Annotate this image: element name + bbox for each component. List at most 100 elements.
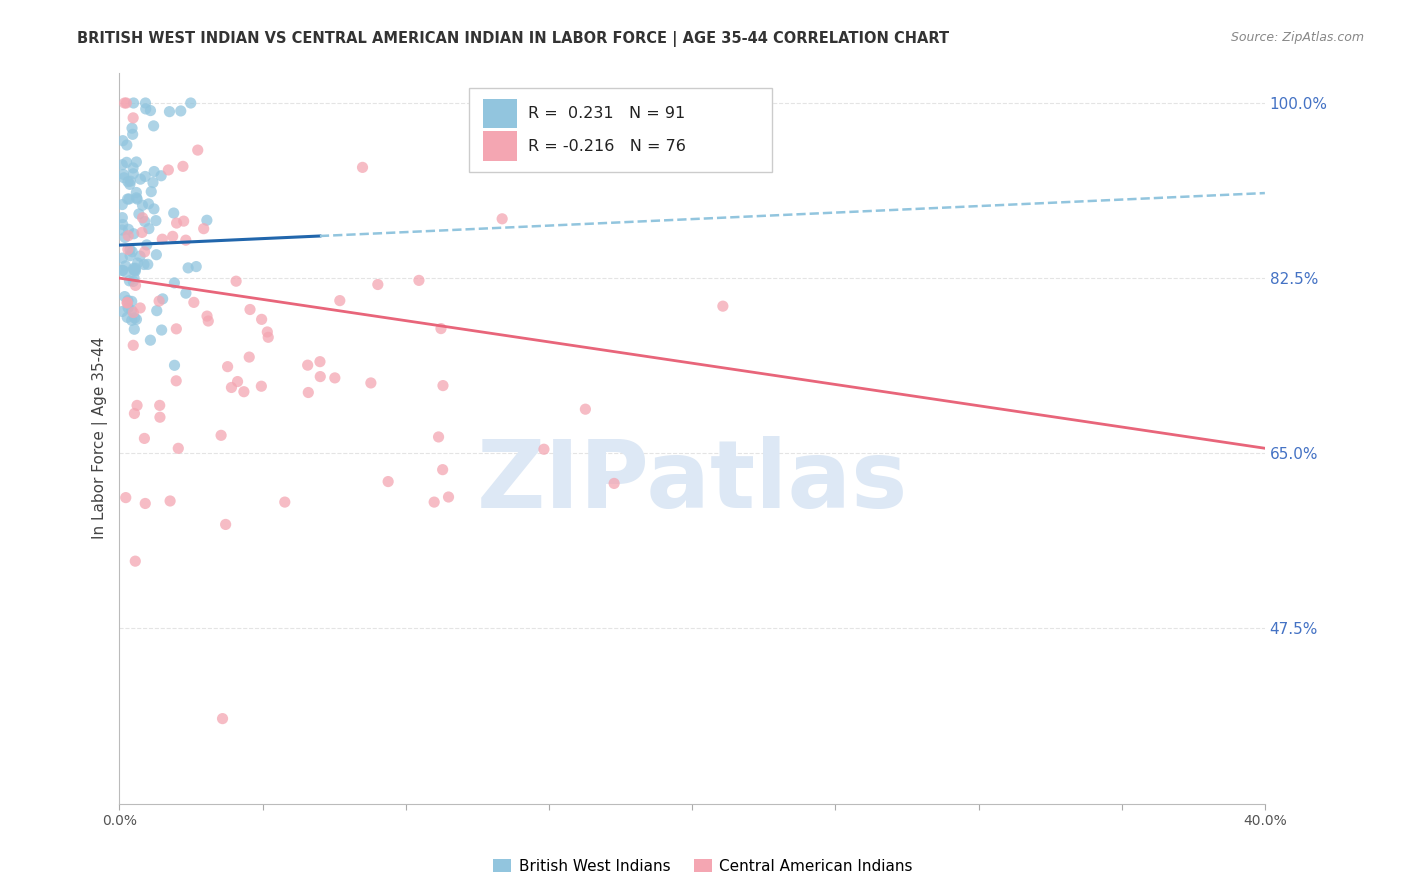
Point: [574, 402, 596, 417]
Point: [122, 271, 145, 285]
Point: [132, 258, 155, 272]
Point: [142, 176, 165, 190]
Point: [114, 95, 136, 110]
Point: [197, 314, 219, 328]
Point: [367, 277, 389, 292]
Point: [238, 350, 260, 364]
Point: [131, 198, 153, 212]
Point: [127, 256, 149, 270]
Point: [430, 321, 453, 335]
Point: [152, 292, 174, 306]
Point: [138, 221, 160, 235]
Point: [437, 490, 460, 504]
Point: [603, 476, 626, 491]
Point: [117, 228, 139, 243]
Point: [177, 260, 200, 275]
Point: [127, 192, 149, 206]
Point: [111, 218, 134, 232]
Point: [141, 185, 163, 199]
Point: [209, 428, 232, 442]
Point: [114, 290, 136, 304]
Point: [193, 221, 215, 235]
Point: [163, 206, 186, 220]
Point: [323, 371, 346, 385]
Point: [491, 211, 513, 226]
Point: [150, 323, 173, 337]
Point: [114, 491, 136, 505]
Point: [111, 263, 134, 277]
Point: [149, 410, 172, 425]
Point: [134, 95, 156, 110]
Point: [117, 243, 139, 257]
Point: [122, 338, 145, 352]
Point: [122, 95, 145, 110]
Point: [167, 442, 190, 456]
Point: [131, 211, 153, 225]
Point: [124, 407, 146, 421]
Point: [148, 294, 170, 309]
Point: [124, 263, 146, 277]
Point: [118, 178, 141, 192]
Point: [134, 431, 156, 445]
Point: [111, 134, 134, 148]
Bar: [482, 98, 517, 128]
Point: [117, 222, 139, 236]
Point: [134, 244, 156, 259]
Point: [159, 104, 181, 119]
Text: R =  0.231   N = 91: R = 0.231 N = 91: [529, 105, 686, 120]
Point: [121, 303, 143, 318]
Point: [134, 169, 156, 184]
Point: [145, 248, 167, 262]
Point: [121, 294, 143, 309]
Point: [329, 293, 352, 308]
Point: [111, 263, 134, 277]
Point: [112, 170, 135, 185]
Point: [111, 158, 134, 172]
Point: [139, 103, 162, 118]
Point: [165, 374, 187, 388]
Point: [124, 310, 146, 325]
Point: [226, 375, 249, 389]
Point: [139, 333, 162, 347]
Point: [186, 260, 208, 274]
Point: [124, 554, 146, 568]
Point: [159, 494, 181, 508]
Point: [111, 197, 134, 211]
Point: [117, 301, 139, 315]
Point: [122, 263, 145, 277]
Point: [157, 163, 180, 178]
Point: [135, 238, 157, 252]
Point: [211, 712, 233, 726]
Point: [180, 95, 202, 110]
Text: ZIPatlas: ZIPatlas: [477, 436, 908, 528]
Point: [129, 249, 152, 263]
Point: [309, 354, 332, 368]
Text: BRITISH WEST INDIAN VS CENTRAL AMERICAN INDIAN IN LABOR FORCE | AGE 35-44 CORREL: BRITISH WEST INDIAN VS CENTRAL AMERICAN …: [77, 31, 949, 47]
Point: [125, 155, 148, 169]
Point: [427, 430, 450, 444]
Point: [125, 186, 148, 200]
Point: [250, 379, 273, 393]
Point: [145, 303, 167, 318]
Point: [352, 161, 374, 175]
Point: [136, 257, 159, 271]
Point: [408, 273, 430, 287]
Point: [174, 233, 197, 247]
Point: [711, 299, 734, 313]
Point: [134, 496, 156, 510]
Point: [143, 164, 166, 178]
Point: [124, 322, 146, 336]
Point: [122, 111, 145, 125]
Point: [115, 295, 138, 310]
Point: [115, 138, 138, 153]
Point: [239, 302, 262, 317]
Point: [183, 295, 205, 310]
Point: [124, 264, 146, 278]
Bar: [482, 131, 517, 161]
Point: [114, 230, 136, 244]
Point: [120, 249, 142, 263]
Point: [118, 192, 141, 206]
Point: [142, 119, 165, 133]
Point: [118, 243, 141, 257]
Point: [142, 202, 165, 216]
